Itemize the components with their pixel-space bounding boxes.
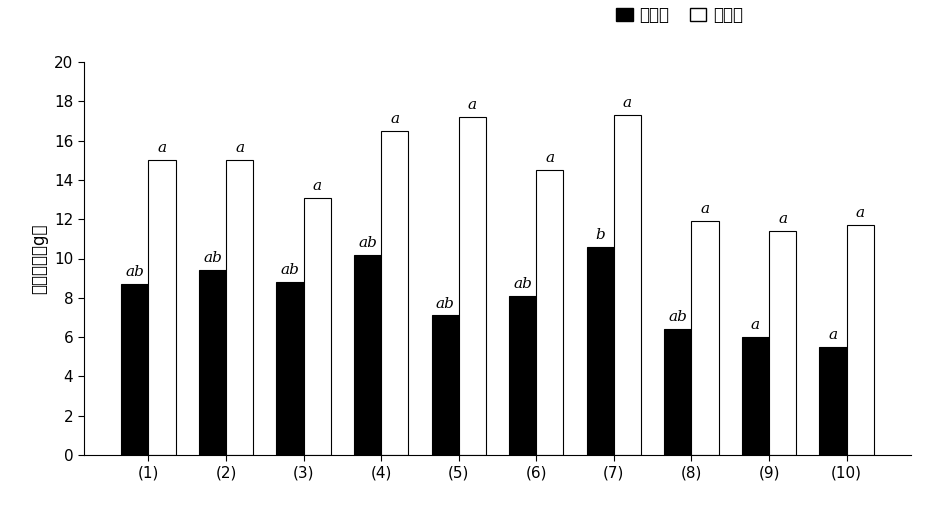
Text: ab: ab bbox=[358, 236, 377, 250]
Bar bbox=[587, 247, 614, 455]
Text: ab: ab bbox=[203, 251, 222, 265]
Text: a: a bbox=[235, 141, 245, 155]
Text: a: a bbox=[391, 112, 399, 126]
Bar bbox=[199, 270, 226, 455]
Bar bbox=[276, 282, 303, 455]
Text: a: a bbox=[312, 179, 322, 193]
Bar bbox=[381, 131, 408, 455]
Text: a: a bbox=[751, 318, 760, 332]
Text: a: a bbox=[829, 328, 838, 342]
Text: a: a bbox=[700, 202, 710, 216]
Text: a: a bbox=[778, 212, 787, 226]
Text: a: a bbox=[157, 141, 166, 155]
Bar bbox=[303, 197, 331, 455]
Bar bbox=[432, 315, 458, 455]
Bar bbox=[692, 221, 719, 455]
Bar bbox=[769, 231, 796, 455]
Bar bbox=[510, 296, 537, 455]
Text: a: a bbox=[545, 151, 554, 165]
Text: ab: ab bbox=[513, 277, 532, 291]
Legend: 梨花粉, 总花粉: 梨花粉, 总花粉 bbox=[610, 0, 750, 31]
Text: ab: ab bbox=[281, 263, 299, 277]
Bar bbox=[121, 284, 149, 455]
Text: ab: ab bbox=[436, 297, 455, 311]
Bar bbox=[846, 225, 874, 455]
Bar bbox=[149, 160, 176, 455]
Bar bbox=[742, 337, 769, 455]
Text: a: a bbox=[856, 206, 865, 220]
Bar bbox=[458, 117, 485, 455]
Text: b: b bbox=[595, 228, 605, 242]
Bar bbox=[354, 254, 381, 455]
Text: a: a bbox=[623, 96, 632, 110]
Text: a: a bbox=[468, 98, 477, 112]
Y-axis label: 花粉重量（g）: 花粉重量（g） bbox=[31, 223, 48, 294]
Bar bbox=[819, 347, 846, 455]
Bar bbox=[537, 170, 564, 455]
Bar bbox=[664, 329, 692, 455]
Bar bbox=[226, 160, 253, 455]
Text: ab: ab bbox=[126, 265, 144, 279]
Text: ab: ab bbox=[669, 310, 687, 324]
Bar bbox=[614, 115, 641, 455]
